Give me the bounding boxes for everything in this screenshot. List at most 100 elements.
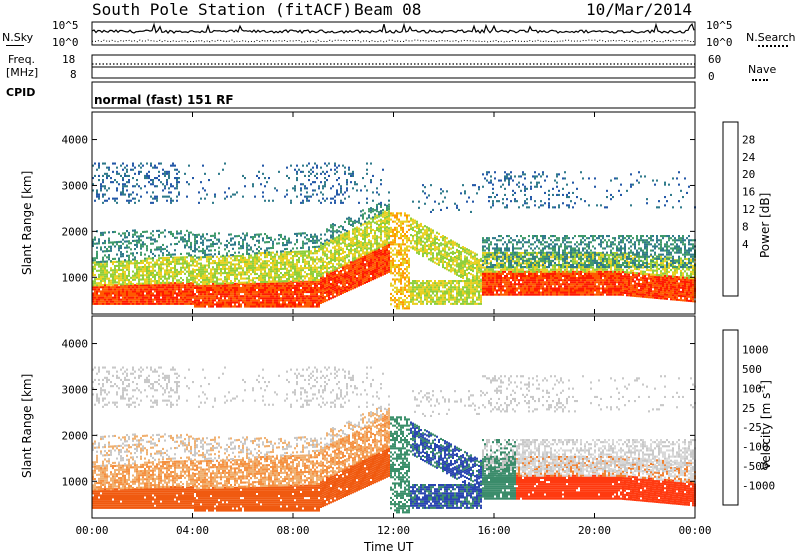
power-cell xyxy=(96,243,98,245)
power-cell xyxy=(110,181,112,183)
power-cell xyxy=(226,287,228,289)
power-cell xyxy=(200,287,202,289)
power-cell xyxy=(224,291,226,293)
power-cell xyxy=(190,284,192,286)
power-cell xyxy=(230,233,232,235)
power-cell xyxy=(140,244,142,246)
power-cell xyxy=(138,288,140,290)
power-cell xyxy=(112,278,114,280)
power-cell xyxy=(130,253,132,255)
power-cell xyxy=(114,231,116,233)
power-cell xyxy=(102,268,104,270)
power-cell xyxy=(118,269,120,271)
power-cell xyxy=(184,234,186,236)
power-cell xyxy=(240,271,242,273)
power-cell xyxy=(220,242,222,244)
power-cell xyxy=(194,255,196,257)
power-cell xyxy=(126,236,128,238)
power-cell xyxy=(144,266,146,268)
power-cell xyxy=(218,301,220,303)
power-cell xyxy=(168,173,170,175)
power-cell xyxy=(168,286,170,288)
power-cell xyxy=(186,290,188,292)
power-cell xyxy=(178,299,180,301)
power-cell xyxy=(150,239,152,241)
power-cell xyxy=(172,200,174,202)
power-cell xyxy=(160,292,162,294)
power-cell xyxy=(110,288,112,290)
power-cell xyxy=(146,266,148,268)
power-cell xyxy=(170,282,172,284)
power-cell xyxy=(250,297,252,299)
power-cell xyxy=(172,185,174,187)
power-cell xyxy=(194,261,196,263)
power-cell xyxy=(114,179,116,181)
power-cell xyxy=(136,292,138,294)
power-cell xyxy=(240,257,242,259)
power-cell xyxy=(180,239,182,241)
power-cell xyxy=(142,245,144,247)
power-cell xyxy=(164,276,166,278)
power-cell xyxy=(252,297,254,299)
power-cell xyxy=(134,277,136,279)
power-cell xyxy=(168,191,170,193)
power-cell xyxy=(198,299,200,301)
power-cell xyxy=(230,240,232,242)
power-cell xyxy=(210,277,212,279)
power-cell xyxy=(104,286,106,288)
power-cell xyxy=(230,295,232,297)
power-cell xyxy=(162,299,164,301)
power-cell xyxy=(248,303,250,305)
power-cell xyxy=(124,303,126,305)
power-cell xyxy=(200,285,202,287)
noise-panel xyxy=(92,24,694,42)
power-cell xyxy=(198,303,200,305)
power-cell xyxy=(100,297,102,299)
power-cell xyxy=(256,285,258,287)
power-cell xyxy=(196,248,198,250)
power-cell xyxy=(126,275,128,277)
power-cell xyxy=(176,292,178,294)
power-cell xyxy=(202,271,204,273)
power-cell xyxy=(162,248,164,250)
power-cell xyxy=(152,264,154,266)
power-cell xyxy=(122,271,124,273)
power-cell xyxy=(176,169,178,171)
power-cell xyxy=(200,256,202,258)
power-cell xyxy=(252,287,254,289)
power-cell xyxy=(200,271,202,273)
power-cell xyxy=(194,269,196,271)
power-cell xyxy=(172,261,174,263)
power-cell xyxy=(154,278,156,280)
power-cell xyxy=(232,248,234,250)
power-cell xyxy=(124,292,126,294)
power-cell xyxy=(194,287,196,289)
power-cell xyxy=(138,295,140,297)
power-cell xyxy=(134,288,136,290)
power-cell xyxy=(186,242,188,244)
power-cell xyxy=(212,289,214,291)
power-cell xyxy=(136,231,138,233)
power-cell xyxy=(252,271,254,273)
power-cell xyxy=(116,295,118,297)
power-cell xyxy=(186,260,188,262)
power-cell xyxy=(102,242,104,244)
power-cell xyxy=(102,290,104,292)
power-cell xyxy=(128,242,130,244)
power-cell xyxy=(188,301,190,303)
power-cell xyxy=(172,297,174,299)
power-cell xyxy=(170,288,172,290)
power-cell xyxy=(252,261,254,263)
power-cell xyxy=(174,261,176,263)
power-cell xyxy=(142,270,144,272)
power-cell xyxy=(250,279,252,281)
power-cell xyxy=(256,293,258,295)
power-cell xyxy=(160,261,162,263)
power-cell xyxy=(166,181,168,183)
power-cell xyxy=(224,262,226,264)
power-cell xyxy=(132,288,134,290)
power-cell xyxy=(224,283,226,285)
power-cell xyxy=(120,277,122,279)
power-cell xyxy=(198,269,200,271)
power-cell xyxy=(98,286,100,288)
